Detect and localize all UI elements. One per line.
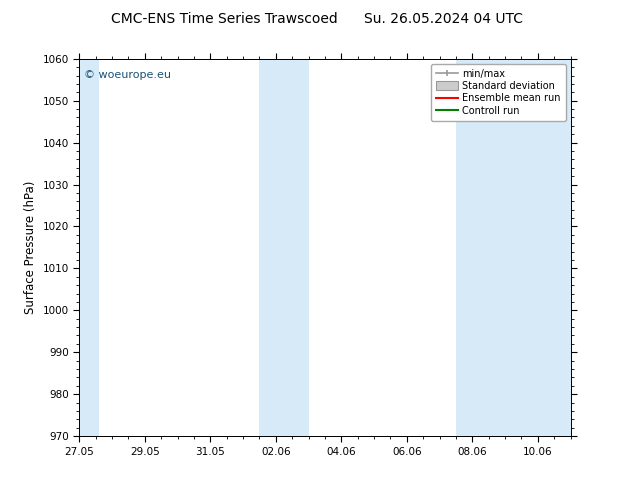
Bar xyxy=(259,59,309,436)
Bar xyxy=(63,59,99,436)
Text: © woeurope.eu: © woeurope.eu xyxy=(84,70,171,80)
Text: CMC-ENS Time Series Trawscoed      Su. 26.05.2024 04 UTC: CMC-ENS Time Series Trawscoed Su. 26.05.… xyxy=(111,12,523,26)
Y-axis label: Surface Pressure (hPa): Surface Pressure (hPa) xyxy=(24,181,37,314)
Bar xyxy=(456,59,571,436)
Legend: min/max, Standard deviation, Ensemble mean run, Controll run: min/max, Standard deviation, Ensemble me… xyxy=(431,64,566,121)
